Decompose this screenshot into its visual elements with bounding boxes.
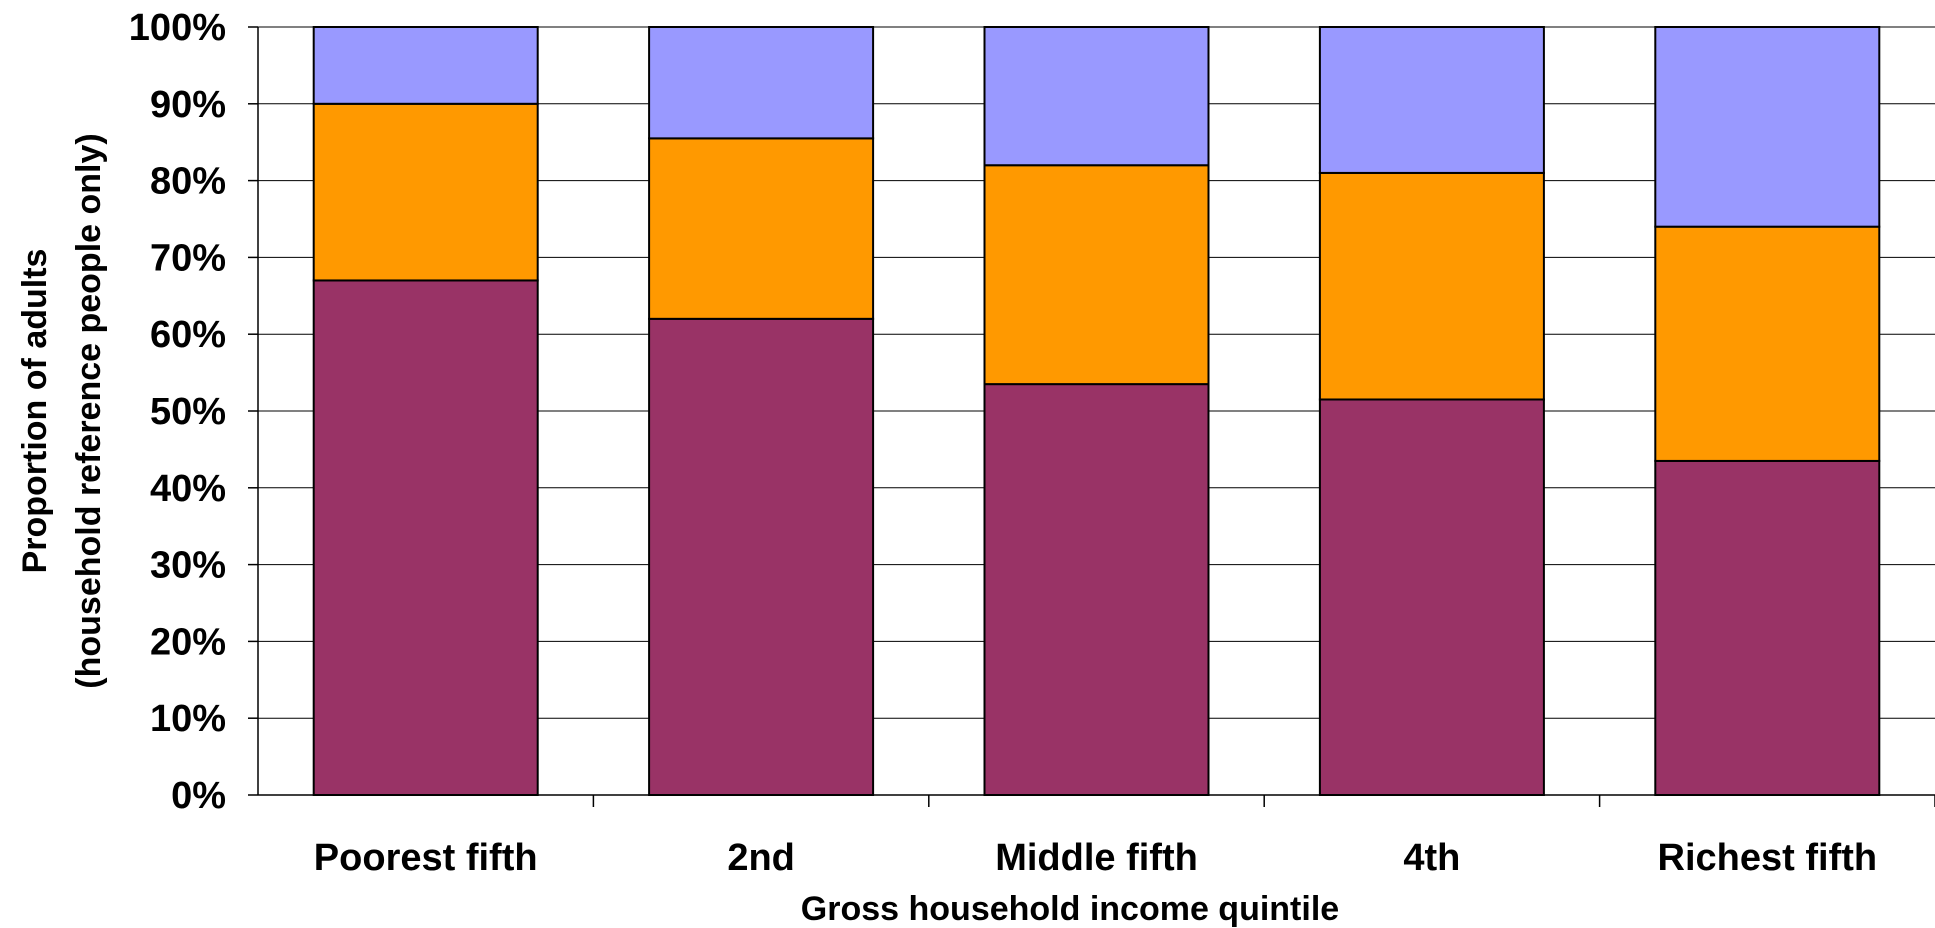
bar-segment-3 xyxy=(648,26,875,140)
y-tick-label: 100% xyxy=(129,7,226,49)
y-axis-title-line1: Proportion of adults xyxy=(16,249,54,574)
y-tick-label: 20% xyxy=(150,621,226,663)
y-tick-label: 80% xyxy=(150,161,226,203)
axes xyxy=(257,27,1935,796)
x-category-label: Middle fifth xyxy=(995,837,1198,879)
y-tick-label: 70% xyxy=(150,237,226,279)
y-tick-label: 30% xyxy=(150,545,226,587)
y-tick-label: 0% xyxy=(171,775,226,817)
bar-segment-2 xyxy=(1318,171,1545,401)
bar-segment-1 xyxy=(1318,398,1545,796)
bar-segment-3 xyxy=(1654,26,1881,228)
x-category-label: Richest fifth xyxy=(1658,837,1878,879)
bars xyxy=(312,26,1881,796)
x-axis-title: Gross household income quintile xyxy=(801,890,1339,928)
y-tick-label: 50% xyxy=(150,391,226,433)
x-category-label: 4th xyxy=(1403,837,1460,879)
bar-segment-1 xyxy=(983,383,1210,796)
y-tick-label: 90% xyxy=(150,84,226,126)
bar-segment-3 xyxy=(1318,26,1545,174)
y-tick-label: 60% xyxy=(150,314,226,356)
bar-segment-2 xyxy=(1654,225,1881,462)
y-tick-labels: 0% 10% 20% 30% 40% 50% 60% 70% 80% 90% 100% xyxy=(129,7,226,817)
bar-segment-2 xyxy=(983,164,1210,386)
x-category-label: 2nd xyxy=(727,837,795,879)
bar-segment-2 xyxy=(648,137,875,320)
bar-segment-1 xyxy=(648,317,875,796)
x-tick-labels: Poorest fifth 2nd Middle fifth 4th Richest f… xyxy=(314,837,1877,879)
y-tick-label: 10% xyxy=(150,698,226,740)
y-tick-label: 40% xyxy=(150,468,226,510)
y-axis-title: Proportion of adults (household referenc… xyxy=(16,133,108,688)
bar-segment-3 xyxy=(312,26,539,105)
bar-segment-3 xyxy=(983,26,1210,167)
y-axis-title-line2: (household reference people only) xyxy=(70,133,108,688)
bar-segment-2 xyxy=(312,102,539,282)
bar-segment-1 xyxy=(312,279,539,796)
x-category-label: Poorest fifth xyxy=(314,837,538,879)
bar-segment-1 xyxy=(1654,459,1881,796)
